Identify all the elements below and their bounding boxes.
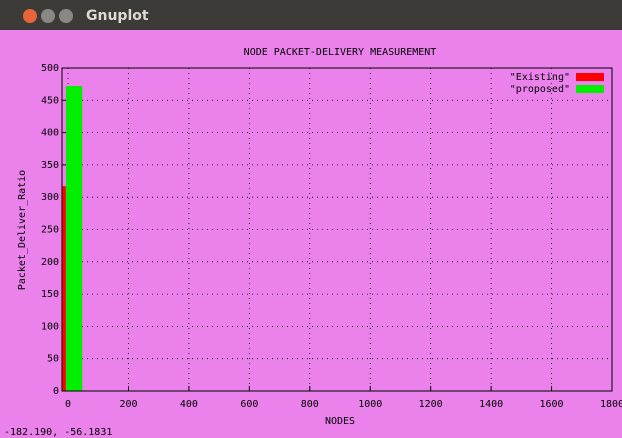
bars (62, 86, 83, 391)
y-tick-label: 50 (47, 354, 59, 365)
window-title: Gnuplot (86, 8, 149, 24)
y-tick-label: 100 (41, 321, 59, 332)
chart-title: NODE PACKET-DELIVERY MEASUREMENT (244, 47, 437, 58)
minimize-button[interactable] (41, 9, 55, 23)
legend-swatch (576, 85, 604, 93)
y-tick-label: 250 (41, 225, 59, 236)
title-bar (0, 0, 622, 30)
y-tick-label: 0 (53, 386, 59, 397)
y-axis-label: Packet_Deliver_Ratio (17, 170, 28, 290)
legend-swatch (576, 73, 604, 81)
x-tick-label: 200 (119, 399, 137, 410)
y-tick-label: 500 (41, 63, 59, 74)
y-tick-label: 350 (41, 160, 59, 171)
x-tick-label: 600 (240, 399, 258, 410)
x-tick-label: 0 (65, 399, 71, 410)
y-tick-label: 150 (41, 289, 59, 300)
maximize-button[interactable] (59, 9, 73, 23)
x-tick-label: 1800 (600, 399, 622, 410)
x-tick-label: 1600 (540, 399, 564, 410)
y-tick-label: 200 (41, 257, 59, 268)
y-tick-label: 300 (41, 192, 59, 203)
legend-label: "proposed" (510, 84, 570, 95)
plot-frame (61, 67, 613, 392)
bar (65, 86, 83, 391)
y-tick-label: 450 (41, 95, 59, 106)
x-tick-label: 1400 (479, 399, 503, 410)
x-axis-label: NODES (325, 416, 355, 427)
legend-label: "Existing" (510, 72, 570, 83)
status-coordinates: -182.190, -56.1831 (4, 427, 112, 438)
x-tick-label: 800 (301, 399, 319, 410)
x-tick-label: 400 (180, 399, 198, 410)
bar (62, 186, 66, 391)
y-tick-label: 400 (41, 128, 59, 139)
x-tick-label: 1200 (419, 399, 443, 410)
close-button[interactable] (23, 9, 37, 23)
x-tick-label: 1000 (358, 399, 382, 410)
